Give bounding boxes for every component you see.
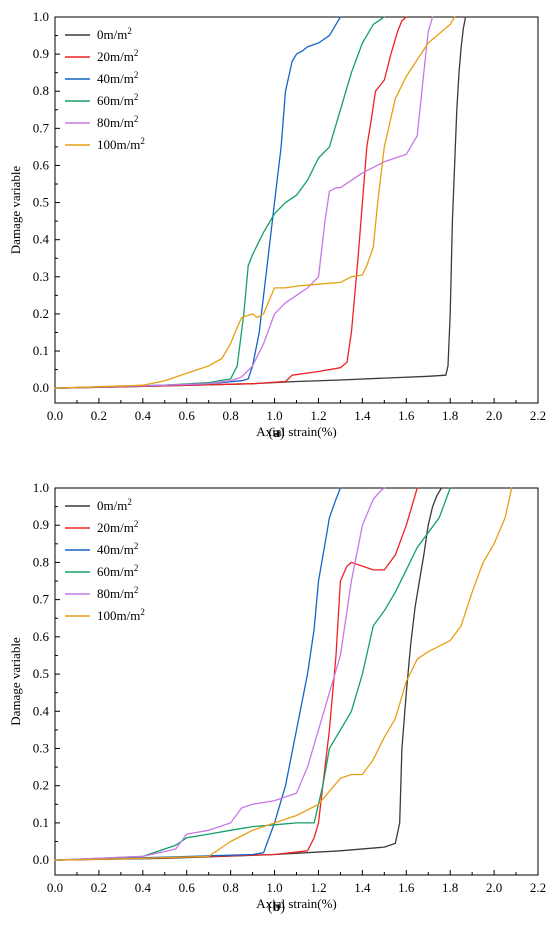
x-tick-label: 1.0 bbox=[266, 408, 282, 423]
series-line-80m-m2 bbox=[54, 487, 385, 861]
y-tick-label: 0.8 bbox=[33, 554, 49, 569]
legend-label: 0m/m2 bbox=[97, 497, 132, 513]
x-tick-label: 1.2 bbox=[310, 408, 326, 423]
panel-label: (a) bbox=[268, 426, 285, 441]
y-tick-label: 0.9 bbox=[33, 517, 49, 532]
y-tick-label: 0.2 bbox=[33, 778, 49, 793]
y-tick-label: 0.5 bbox=[33, 666, 49, 681]
series-line-20m-m2 bbox=[54, 487, 418, 861]
series-line-40m-m2 bbox=[54, 16, 342, 389]
x-tick-label: 1.8 bbox=[442, 880, 458, 895]
chart-panel-a: 0.0 0.2 0.4 0.6 0.8 1.0 1.2 1.4 1.6 1.8 2.0 2.2 0.0 0… bbox=[8, 9, 546, 441]
x-tick-label: 0.0 bbox=[47, 408, 63, 423]
legend-label: 100m/m2 bbox=[97, 136, 145, 152]
x-tick-label: 1.2 bbox=[310, 880, 326, 895]
y-tick-label: 0.0 bbox=[33, 380, 49, 395]
y-tick-label: 0.6 bbox=[33, 157, 50, 172]
legend-label: 80m/m2 bbox=[97, 114, 138, 130]
x-tick-label: 0.2 bbox=[91, 880, 107, 895]
y-axis-title: Damage variable bbox=[8, 166, 23, 255]
y-tick-label: 0.8 bbox=[33, 83, 49, 98]
y-tick-label: 0.0 bbox=[33, 852, 49, 867]
x-tick-label: 2.0 bbox=[486, 880, 502, 895]
x-axis-title: Axial strain(%) bbox=[256, 424, 337, 439]
y-tick-label: 0.7 bbox=[33, 592, 50, 607]
y-tick-label: 0.4 bbox=[33, 232, 50, 247]
x-tick-label: 0.2 bbox=[91, 408, 107, 423]
legend-label: 20m/m2 bbox=[97, 519, 138, 535]
x-tick-label: 1.8 bbox=[442, 408, 458, 423]
series-line-60m-m2 bbox=[54, 487, 451, 861]
x-tick-label: 1.4 bbox=[354, 880, 371, 895]
series-line-100m-m2 bbox=[54, 16, 456, 389]
y-tick-label: 0.5 bbox=[33, 195, 49, 210]
y-tick-label: 0.2 bbox=[33, 306, 49, 321]
y-tick-label: 1.0 bbox=[33, 9, 49, 24]
y-tick-label: 1.0 bbox=[33, 480, 49, 495]
legend-label: 80m/m2 bbox=[97, 585, 138, 601]
x-tick-label: 0.6 bbox=[179, 408, 196, 423]
y-tick-label: 0.1 bbox=[33, 343, 49, 358]
y-tick-label: 0.7 bbox=[33, 120, 50, 135]
y-tick-label: 0.1 bbox=[33, 815, 49, 830]
x-tick-label: 0.0 bbox=[47, 880, 63, 895]
legend-label: 60m/m2 bbox=[97, 563, 138, 579]
x-tick-label: 2.0 bbox=[486, 408, 502, 423]
x-tick-label: 2.2 bbox=[530, 880, 546, 895]
series-line-60m-m2 bbox=[54, 16, 385, 389]
series-line-20m-m2 bbox=[54, 16, 407, 389]
x-tick-label: 1.6 bbox=[398, 408, 415, 423]
x-axis-title: Axial strain(%) bbox=[256, 896, 337, 911]
series-line-0m-m2 bbox=[54, 487, 443, 861]
x-tick-label: 2.2 bbox=[530, 408, 546, 423]
legend-label: 20m/m2 bbox=[97, 48, 138, 64]
panel-label: (b) bbox=[268, 900, 285, 915]
series-line-100m-m2 bbox=[54, 487, 513, 861]
series-line-40m-m2 bbox=[54, 487, 342, 861]
y-tick-label: 0.4 bbox=[33, 703, 50, 718]
x-tick-label: 0.8 bbox=[223, 880, 239, 895]
y-tick-label: 0.9 bbox=[33, 46, 49, 61]
x-tick-label: 0.4 bbox=[135, 408, 152, 423]
x-tick-label: 0.6 bbox=[179, 880, 196, 895]
x-tick-label: 0.4 bbox=[135, 880, 152, 895]
legend-label: 40m/m2 bbox=[97, 70, 138, 86]
x-tick-label: 0.8 bbox=[223, 408, 239, 423]
y-tick-label: 0.6 bbox=[33, 629, 50, 644]
x-tick-label: 1.0 bbox=[266, 880, 282, 895]
x-tick-label: 1.6 bbox=[398, 880, 415, 895]
y-axis-title: Damage variable bbox=[8, 637, 23, 726]
x-tick-label: 1.4 bbox=[354, 408, 371, 423]
y-tick-label: 0.3 bbox=[33, 269, 49, 284]
legend-label: 100m/m2 bbox=[97, 607, 145, 623]
legend-label: 40m/m2 bbox=[97, 541, 138, 557]
y-tick-label: 0.3 bbox=[33, 740, 49, 755]
legend-label: 0m/m2 bbox=[97, 26, 132, 42]
series-line-80m-m2 bbox=[54, 16, 434, 389]
legend-label: 60m/m2 bbox=[97, 92, 138, 108]
chart-panel-b: 0.0 0.2 0.4 0.6 0.8 1.0 1.2 1.4 1.6 1.8 2.0 2.2 0.0 0… bbox=[8, 480, 546, 915]
